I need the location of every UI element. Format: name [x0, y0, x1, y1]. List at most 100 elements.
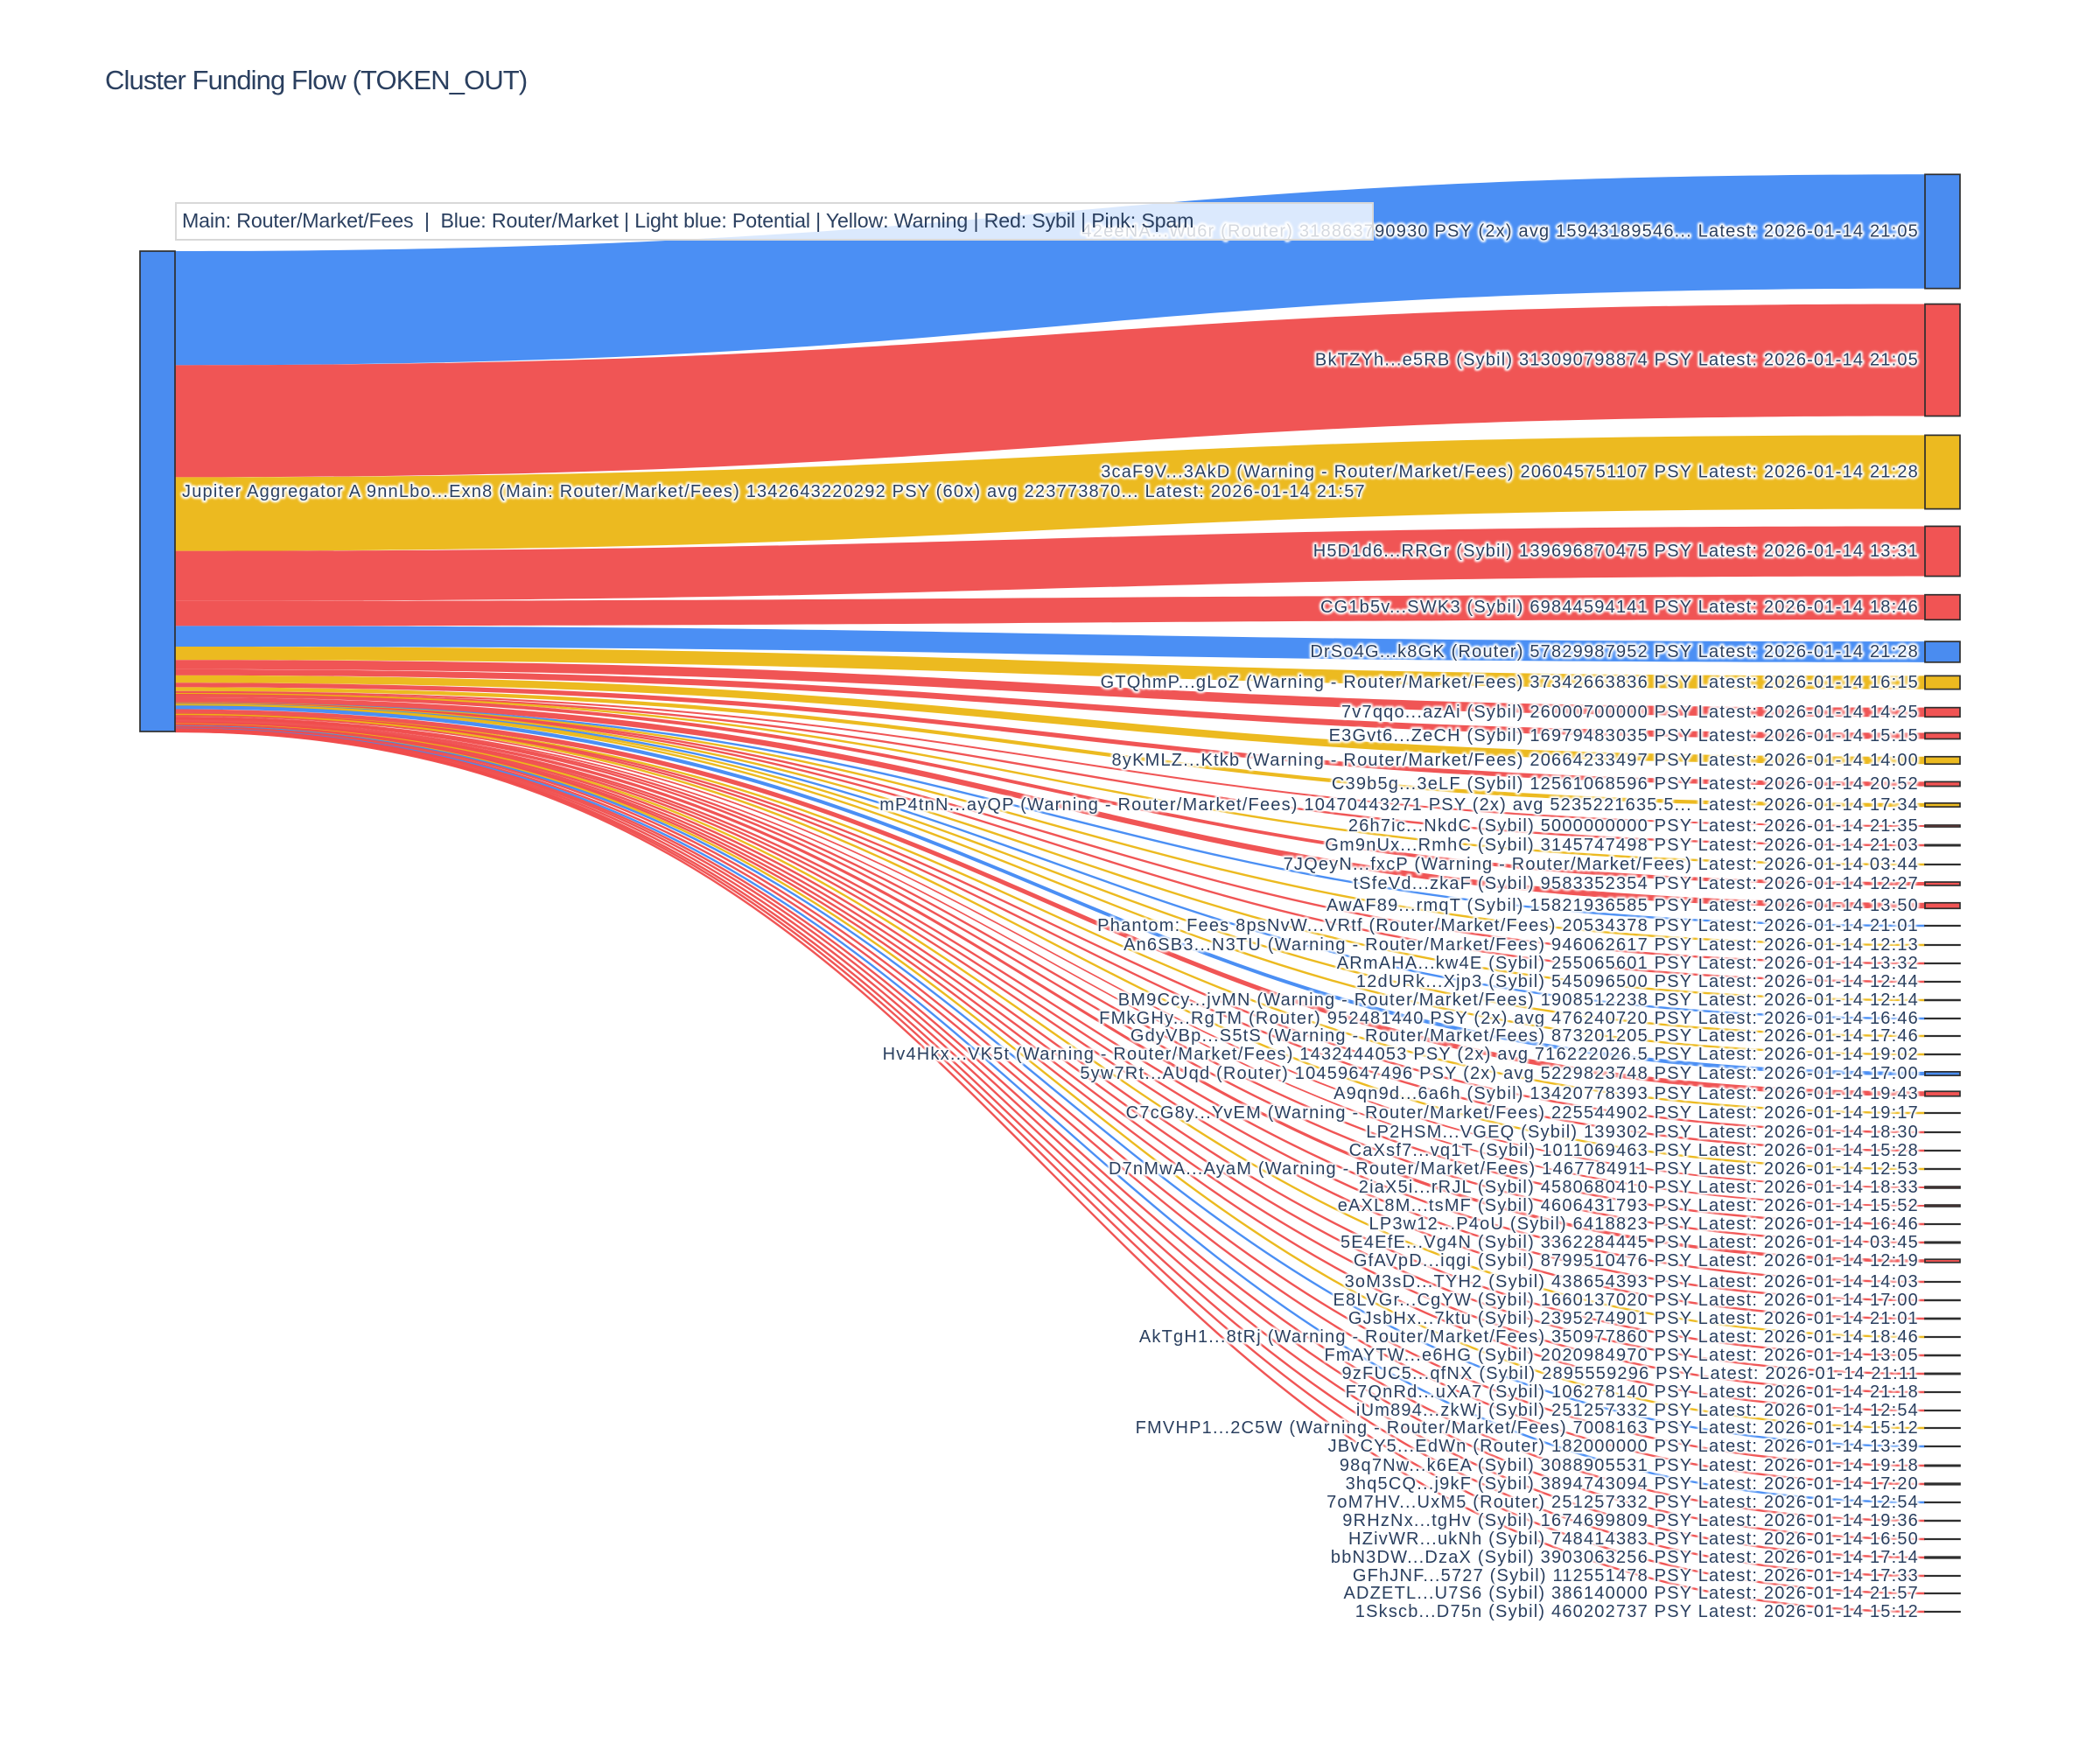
- svg-text:Main: Router/Market/Fees | B: Main: Router/Market/Fees | Blue: Router/…: [182, 209, 1194, 232]
- svg-text:A9qn9d...6a6h (Sybil) 13420778: A9qn9d...6a6h (Sybil) 13420778393 PSY La…: [1334, 1084, 1919, 1103]
- svg-text:tSfeVd...zkaF (Sybil) 95833523: tSfeVd...zkaF (Sybil) 9583352354 PSY Lat…: [1353, 874, 1919, 893]
- svg-text:GfAVpD...iqgi (Sybil) 87995104: GfAVpD...iqgi (Sybil) 8799510476 PSY Lat…: [1354, 1251, 1919, 1270]
- svg-text:D7nMwA...AyaM (Warning - Route: D7nMwA...AyaM (Warning - Router/Market/F…: [1109, 1159, 1919, 1179]
- svg-text:GdyVBp...S5tS (Warning - Route: GdyVBp...S5tS (Warning - Router/Market/F…: [1130, 1026, 1919, 1046]
- svg-text:JBvCY5...EdWn (Router) 1820000: JBvCY5...EdWn (Router) 182000000 PSY Lat…: [1328, 1437, 1919, 1456]
- svg-text:FMkGHy...RgTM (Router) 9524814: FMkGHy...RgTM (Router) 952481440 PSY (2x…: [1099, 1009, 1919, 1028]
- svg-text:ARmAHA...kw4E (Sybil) 25506560: ARmAHA...kw4E (Sybil) 255065601 PSY Late…: [1337, 954, 1919, 973]
- svg-text:GfAVpD...iqgi (Sybil) 87995104: GfAVpD...iqgi (Sybil) 8799510476 PSY Lat…: [1354, 1251, 1919, 1270]
- svg-text:LP3w12...P4oU (Sybil) 6418823: LP3w12...P4oU (Sybil) 6418823 PSY Latest…: [1369, 1214, 1920, 1234]
- svg-text:3oM3sD...TYH2 (Sybil) 43865439: 3oM3sD...TYH2 (Sybil) 438654393 PSY Late…: [1345, 1272, 1919, 1292]
- svg-text:98q7Nw...k6EA (Sybil) 30889055: 98q7Nw...k6EA (Sybil) 3088905531 PSY Lat…: [1340, 1456, 1919, 1475]
- svg-text:HZivWR...ukNh (Sybil) 74841438: HZivWR...ukNh (Sybil) 748414383 PSY Late…: [1348, 1530, 1919, 1549]
- svg-text:iUm894...zkWj (Sybil) 25125733: iUm894...zkWj (Sybil) 251257332 PSY Late…: [1356, 1401, 1919, 1420]
- svg-text:BkTZYh...e5RB (Sybil) 31309079: BkTZYh...e5RB (Sybil) 313090798874 PSY L…: [1315, 351, 1919, 370]
- svg-text:DrSo4G...k8GK (Router) 5782998: DrSo4G...k8GK (Router) 57829987952 PSY L…: [1310, 642, 1919, 662]
- svg-text:GTQhmP...gLoZ (Warning - Route: GTQhmP...gLoZ (Warning - Router/Market/F…: [1101, 673, 1919, 692]
- svg-text:mP4tnN...ayQP (Warning - Route: mP4tnN...ayQP (Warning - Router/Market/F…: [879, 795, 1919, 815]
- svg-text:E8LVGr...CgYW (Sybil) 16601370: E8LVGr...CgYW (Sybil) 1660137020 PSY Lat…: [1334, 1291, 1920, 1310]
- svg-text:Jupiter Aggregator A 9nnLbo...: Jupiter Aggregator A 9nnLbo...Exn8 (Main…: [182, 482, 1366, 501]
- svg-text:1Skscb...D75n (Sybil) 46020273: 1Skscb...D75n (Sybil) 460202737 PSY Late…: [1355, 1602, 1919, 1621]
- svg-text:GdyVBp...S5tS (Warning - Route: GdyVBp...S5tS (Warning - Router/Market/F…: [1130, 1026, 1919, 1046]
- svg-text:mP4tnN...ayQP (Warning - Route: mP4tnN...ayQP (Warning - Router/Market/F…: [879, 795, 1919, 815]
- svg-text:7oM7HV...UxM5 (Router) 2512573: 7oM7HV...UxM5 (Router) 251257332 PSY Lat…: [1326, 1493, 1919, 1512]
- svg-text:Phantom: Fees 8psNvW...VRtf (R: Phantom: Fees 8psNvW...VRtf (Router/Mark…: [1097, 916, 1919, 935]
- svg-text:9RHzNx...tgHv (Sybil) 16746998: 9RHzNx...tgHv (Sybil) 1674699809 PSY Lat…: [1342, 1511, 1919, 1530]
- svg-text:5E4EfE...Vg4N (Sybil) 33622844: 5E4EfE...Vg4N (Sybil) 3362284445 PSY Lat…: [1340, 1233, 1919, 1252]
- svg-text:CG1b5v...SWK3 (Sybil) 69844594: CG1b5v...SWK3 (Sybil) 69844594141 PSY La…: [1320, 598, 1919, 617]
- svg-text:tSfeVd...zkaF (Sybil) 95833523: tSfeVd...zkaF (Sybil) 9583352354 PSY Lat…: [1353, 874, 1919, 893]
- svg-text:GJsbHx...7ktu (Sybil) 23952749: GJsbHx...7ktu (Sybil) 2395274901 PSY Lat…: [1348, 1309, 1919, 1328]
- svg-text:CaXsf7...vq1T (Sybil) 10110694: CaXsf7...vq1T (Sybil) 1011069463 PSY Lat…: [1349, 1141, 1919, 1160]
- svg-text:iUm894...zkWj (Sybil) 25125733: iUm894...zkWj (Sybil) 251257332 PSY Late…: [1356, 1401, 1919, 1420]
- svg-text:GFhJNF...5727 (Sybil) 11255147: GFhJNF...5727 (Sybil) 112551478 PSY Late…: [1353, 1566, 1919, 1586]
- svg-text:9zFUC5...qfNX (Sybil) 28955592: 9zFUC5...qfNX (Sybil) 2895559296 PSY Lat…: [1342, 1364, 1920, 1383]
- svg-text:Gm9nUx...RmhC (Sybil) 31457474: Gm9nUx...RmhC (Sybil) 3145747498 PSY Lat…: [1325, 836, 1919, 855]
- svg-text:BM9Ccy...jvMN (Warning - Route: BM9Ccy...jvMN (Warning - Router/Market/F…: [1118, 990, 1919, 1010]
- svg-text:9zFUC5...qfNX (Sybil) 28955592: 9zFUC5...qfNX (Sybil) 2895559296 PSY Lat…: [1342, 1364, 1920, 1383]
- svg-text:3caF9V...3AkD (Warning - Route: 3caF9V...3AkD (Warning - Router/Market/F…: [1101, 463, 1919, 482]
- svg-text:3caF9V...3AkD (Warning - Route: 3caF9V...3AkD (Warning - Router/Market/F…: [1101, 463, 1919, 482]
- svg-text:bbN3DW...DzaX (Sybil) 39030632: bbN3DW...DzaX (Sybil) 3903063256 PSY Lat…: [1331, 1548, 1919, 1567]
- svg-text:CG1b5v...SWK3 (Sybil) 69844594: CG1b5v...SWK3 (Sybil) 69844594141 PSY La…: [1320, 598, 1919, 617]
- svg-text:LP2HSM...VGEQ (Sybil) 139302 P: LP2HSM...VGEQ (Sybil) 139302 PSY Latest:…: [1366, 1123, 1919, 1142]
- svg-text:FmAYTW...e6HG (Sybil) 20209849: FmAYTW...e6HG (Sybil) 2020984970 PSY Lat…: [1325, 1346, 1919, 1365]
- svg-text:3oM3sD...TYH2 (Sybil) 43865439: 3oM3sD...TYH2 (Sybil) 438654393 PSY Late…: [1345, 1272, 1919, 1292]
- svg-text:AwAF89...rmqT (Sybil) 15821936: AwAF89...rmqT (Sybil) 15821936585 PSY La…: [1326, 896, 1919, 915]
- svg-text:C39b5g...3eLF (Sybil) 12561068: C39b5g...3eLF (Sybil) 12561068596 PSY La…: [1332, 774, 1919, 794]
- svg-text:Cluster Funding Flow (TOKEN_OU: Cluster Funding Flow (TOKEN_OUT): [105, 65, 527, 95]
- svg-text:5yw7Rt...AUqd (Router) 1045964: 5yw7Rt...AUqd (Router) 10459647496 PSY (…: [1080, 1064, 1919, 1083]
- svg-text:FmAYTW...e6HG (Sybil) 20209849: FmAYTW...e6HG (Sybil) 2020984970 PSY Lat…: [1325, 1346, 1919, 1365]
- svg-text:An6SB3...N3TU (Warning - Route: An6SB3...N3TU (Warning - Router/Market/F…: [1124, 935, 1919, 955]
- svg-text:Gm9nUx...RmhC (Sybil) 31457474: Gm9nUx...RmhC (Sybil) 3145747498 PSY Lat…: [1325, 836, 1919, 855]
- svg-text:eAXL8M...tsMF (Sybil) 46064317: eAXL8M...tsMF (Sybil) 4606431793 PSY Lat…: [1338, 1196, 1919, 1215]
- svg-text:98q7Nw...k6EA (Sybil) 30889055: 98q7Nw...k6EA (Sybil) 3088905531 PSY Lat…: [1340, 1456, 1919, 1475]
- svg-text:JBvCY5...EdWn (Router) 1820000: JBvCY5...EdWn (Router) 182000000 PSY Lat…: [1328, 1437, 1919, 1456]
- svg-text:FMVHP1...2C5W (Warning - Route: FMVHP1...2C5W (Warning - Router/Market/F…: [1136, 1418, 1919, 1438]
- svg-text:26h7ic...NkdC (Sybil) 50000000: 26h7ic...NkdC (Sybil) 5000000000 PSY Lat…: [1348, 816, 1919, 836]
- svg-text:ARmAHA...kw4E (Sybil) 25506560: ARmAHA...kw4E (Sybil) 255065601 PSY Late…: [1337, 954, 1919, 973]
- svg-text:AkTgH1...8tRj (Warning - Route: AkTgH1...8tRj (Warning - Router/Market/F…: [1139, 1327, 1919, 1347]
- svg-text:LP3w12...P4oU (Sybil) 6418823: LP3w12...P4oU (Sybil) 6418823 PSY Latest…: [1369, 1214, 1920, 1234]
- svg-text:GTQhmP...gLoZ (Warning - Route: GTQhmP...gLoZ (Warning - Router/Market/F…: [1101, 673, 1919, 692]
- svg-text:E8LVGr...CgYW (Sybil) 16601370: E8LVGr...CgYW (Sybil) 1660137020 PSY Lat…: [1334, 1291, 1920, 1310]
- svg-text:7oM7HV...UxM5 (Router) 2512573: 7oM7HV...UxM5 (Router) 251257332 PSY Lat…: [1326, 1493, 1919, 1512]
- svg-text:E3Gvt6...ZeCH (Sybil) 16979483: E3Gvt6...ZeCH (Sybil) 16979483035 PSY La…: [1329, 726, 1919, 746]
- svg-text:12dURk...Xjp3 (Sybil) 54509650: 12dURk...Xjp3 (Sybil) 545096500 PSY Late…: [1356, 972, 1919, 991]
- svg-text:bbN3DW...DzaX (Sybil) 39030632: bbN3DW...DzaX (Sybil) 3903063256 PSY Lat…: [1331, 1548, 1919, 1567]
- svg-text:CaXsf7...vq1T (Sybil) 10110694: CaXsf7...vq1T (Sybil) 1011069463 PSY Lat…: [1349, 1141, 1919, 1160]
- svg-text:BkTZYh...e5RB (Sybil) 31309079: BkTZYh...e5RB (Sybil) 313090798874 PSY L…: [1315, 351, 1919, 370]
- svg-text:BM9Ccy...jvMN (Warning - Route: BM9Ccy...jvMN (Warning - Router/Market/F…: [1118, 990, 1919, 1010]
- svg-text:FMVHP1...2C5W (Warning - Route: FMVHP1...2C5W (Warning - Router/Market/F…: [1136, 1418, 1919, 1438]
- svg-text:An6SB3...N3TU (Warning - Route: An6SB3...N3TU (Warning - Router/Market/F…: [1124, 935, 1919, 955]
- svg-text:AwAF89...rmqT (Sybil) 15821936: AwAF89...rmqT (Sybil) 15821936585 PSY La…: [1326, 896, 1919, 915]
- svg-text:F7QnRd...uXA7 (Sybil) 10627814: F7QnRd...uXA7 (Sybil) 106278140 PSY Late…: [1346, 1382, 1919, 1402]
- svg-text:2iaX5i...rRJL (Sybil) 45806804: 2iaX5i...rRJL (Sybil) 4580680410 PSY Lat…: [1359, 1178, 1919, 1197]
- svg-text:9RHzNx...tgHv (Sybil) 16746998: 9RHzNx...tgHv (Sybil) 1674699809 PSY Lat…: [1342, 1511, 1919, 1530]
- svg-text:Jupiter Aggregator A 9nnLbo...: Jupiter Aggregator A 9nnLbo...Exn8 (Main…: [182, 482, 1366, 501]
- svg-text:3hq5CQ...j9kF (Sybil) 38947430: 3hq5CQ...j9kF (Sybil) 3894743094 PSY Lat…: [1346, 1474, 1919, 1494]
- svg-text:HZivWR...ukNh (Sybil) 74841438: HZivWR...ukNh (Sybil) 748414383 PSY Late…: [1348, 1530, 1919, 1549]
- svg-text:GFhJNF...5727 (Sybil) 11255147: GFhJNF...5727 (Sybil) 112551478 PSY Late…: [1353, 1566, 1919, 1586]
- svg-text:7JQeyN...fxcP (Warning - Route: 7JQeyN...fxcP (Warning - Router/Market/F…: [1284, 855, 1919, 874]
- svg-text:A9qn9d...6a6h (Sybil) 13420778: A9qn9d...6a6h (Sybil) 13420778393 PSY La…: [1334, 1084, 1919, 1103]
- svg-text:5E4EfE...Vg4N (Sybil) 33622844: 5E4EfE...Vg4N (Sybil) 3362284445 PSY Lat…: [1340, 1233, 1919, 1252]
- svg-text:C39b5g...3eLF (Sybil) 12561068: C39b5g...3eLF (Sybil) 12561068596 PSY La…: [1332, 774, 1919, 794]
- svg-text:F7QnRd...uXA7 (Sybil) 10627814: F7QnRd...uXA7 (Sybil) 106278140 PSY Late…: [1346, 1382, 1919, 1402]
- svg-text:7JQeyN...fxcP (Warning - Route: 7JQeyN...fxcP (Warning - Router/Market/F…: [1284, 855, 1919, 874]
- svg-text:2iaX5i...rRJL (Sybil) 45806804: 2iaX5i...rRJL (Sybil) 4580680410 PSY Lat…: [1359, 1178, 1919, 1197]
- svg-text:8yKMLZ...Ktkb (Warning - Route: 8yKMLZ...Ktkb (Warning - Router/Market/F…: [1112, 751, 1919, 770]
- svg-text:Hv4Hkx...VK5t (Warning - Route: Hv4Hkx...VK5t (Warning - Router/Market/F…: [883, 1045, 1919, 1064]
- svg-text:ADZETL...U7S6 (Sybil) 38614000: ADZETL...U7S6 (Sybil) 386140000 PSY Late…: [1343, 1584, 1919, 1603]
- svg-text:E3Gvt6...ZeCH (Sybil) 16979483: E3Gvt6...ZeCH (Sybil) 16979483035 PSY La…: [1329, 726, 1919, 746]
- svg-text:C7cG8y...YvEM (Warning - Route: C7cG8y...YvEM (Warning - Router/Market/F…: [1126, 1103, 1919, 1123]
- svg-text:AkTgH1...8tRj (Warning - Route: AkTgH1...8tRj (Warning - Router/Market/F…: [1139, 1327, 1919, 1347]
- svg-text:3hq5CQ...j9kF (Sybil) 38947430: 3hq5CQ...j9kF (Sybil) 3894743094 PSY Lat…: [1346, 1474, 1919, 1494]
- svg-text:LP2HSM...VGEQ (Sybil) 139302 P: LP2HSM...VGEQ (Sybil) 139302 PSY Latest:…: [1366, 1123, 1919, 1142]
- svg-text:C7cG8y...YvEM (Warning - Route: C7cG8y...YvEM (Warning - Router/Market/F…: [1126, 1103, 1919, 1123]
- svg-text:5yw7Rt...AUqd (Router) 1045964: 5yw7Rt...AUqd (Router) 10459647496 PSY (…: [1080, 1064, 1919, 1083]
- svg-text:Hv4Hkx...VK5t (Warning - Route: Hv4Hkx...VK5t (Warning - Router/Market/F…: [883, 1045, 1919, 1064]
- svg-text:8yKMLZ...Ktkb (Warning - Route: 8yKMLZ...Ktkb (Warning - Router/Market/F…: [1112, 751, 1919, 770]
- svg-text:7v7qqo...azAi (Sybil) 26000700: 7v7qqo...azAi (Sybil) 26000700000 PSY La…: [1341, 703, 1919, 722]
- svg-text:FMkGHy...RgTM (Router) 9524814: FMkGHy...RgTM (Router) 952481440 PSY (2x…: [1099, 1009, 1919, 1028]
